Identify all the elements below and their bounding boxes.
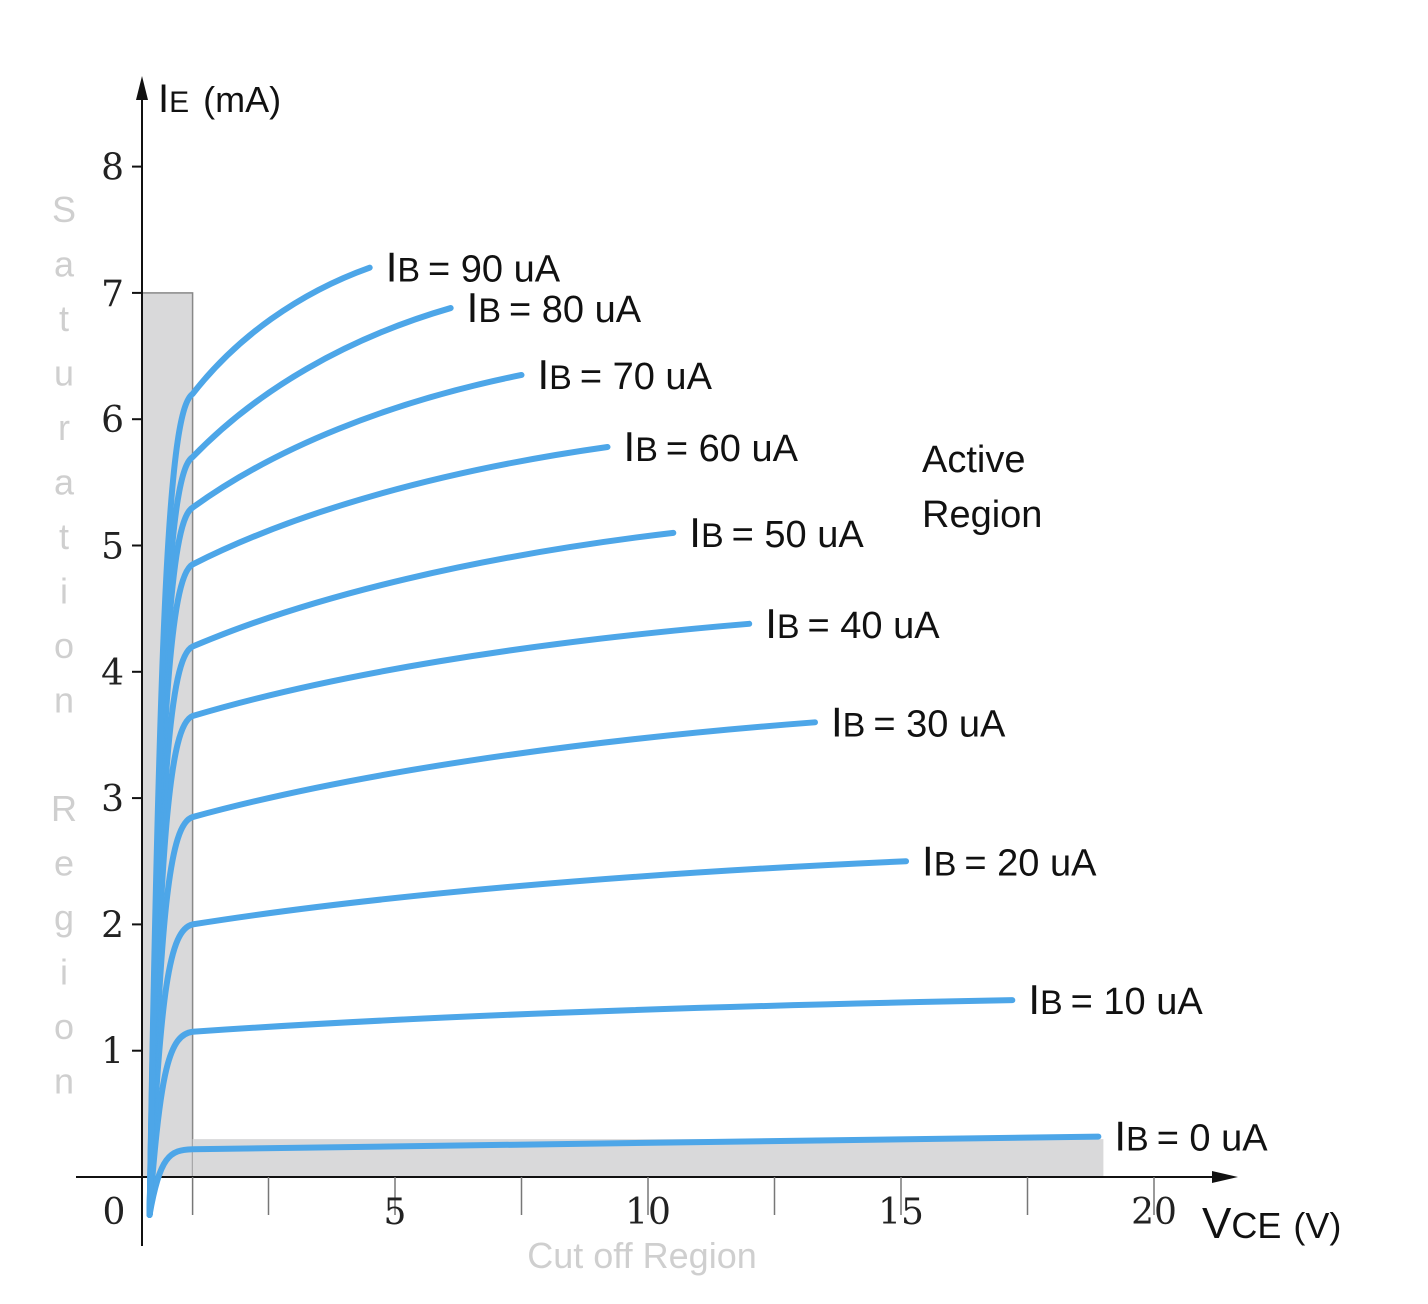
curve-series-5 bbox=[146, 529, 677, 1218]
saturation-label-char: o bbox=[54, 625, 74, 666]
x-tick-label: 20 bbox=[1131, 1192, 1177, 1233]
y-tick-label: 3 bbox=[101, 779, 124, 820]
active-region-label: Active Region bbox=[922, 439, 1042, 536]
x-tick-label: 5 bbox=[384, 1192, 407, 1233]
ticks-layer: 1 2 3 4 5 6 7 8 0 5 10 15 20 bbox=[101, 148, 1177, 1233]
series-label-8: IB = 80 uA bbox=[467, 284, 642, 331]
saturation-label-char: a bbox=[54, 462, 75, 503]
x-axis-label: VCE (V) bbox=[1202, 1199, 1341, 1248]
y-tick-label: 6 bbox=[101, 400, 124, 441]
axes-layer bbox=[76, 76, 1238, 1246]
curves-layer bbox=[146, 264, 1102, 1218]
saturation-label-char: n bbox=[54, 680, 74, 721]
series-label-6: IB = 60 uA bbox=[624, 423, 799, 470]
cutoff-region-label: Cut off Region bbox=[527, 1235, 756, 1276]
curve-series-7 bbox=[146, 371, 525, 1218]
curve-series-0 bbox=[146, 1133, 1102, 1218]
y-tick-label: 1 bbox=[101, 1032, 124, 1073]
series-label-1: IB = 10 uA bbox=[1028, 976, 1203, 1023]
saturation-label-char: a bbox=[54, 244, 75, 285]
saturation-label-char: i bbox=[60, 952, 68, 993]
saturation-label-char: R bbox=[51, 788, 77, 829]
saturation-label-char: u bbox=[54, 353, 74, 394]
x-axis-arrow-icon bbox=[1212, 1171, 1238, 1183]
saturation-label-char: g bbox=[54, 897, 74, 938]
x-tick-label: 0 bbox=[103, 1192, 126, 1233]
saturation-label-char: e bbox=[54, 843, 74, 884]
saturation-label-char: t bbox=[59, 298, 69, 339]
series-label-2: IB = 20 uA bbox=[922, 837, 1097, 884]
saturation-label-char: o bbox=[54, 1006, 74, 1047]
x-tick-label: 10 bbox=[625, 1192, 671, 1233]
saturation-label-char: n bbox=[54, 1061, 74, 1102]
curve-series-3 bbox=[146, 719, 818, 1218]
curve-series-1 bbox=[146, 997, 1016, 1218]
y-tick-label: 7 bbox=[101, 274, 124, 315]
saturation-label-char: t bbox=[59, 516, 69, 557]
y-tick-label: 5 bbox=[101, 527, 124, 568]
series-label-9: IB = 90 uA bbox=[386, 244, 561, 291]
labels-layer: IE (mA) VCE (V) Active Region Cut off Regi… bbox=[51, 77, 1341, 1276]
series-label-4: IB = 40 uA bbox=[765, 600, 940, 647]
y-tick-label: 2 bbox=[101, 905, 124, 946]
y-axis-label: IE (mA) bbox=[158, 77, 281, 121]
series-label-0: IB = 0 uA bbox=[1114, 1113, 1268, 1160]
curve-series-2 bbox=[146, 858, 910, 1218]
saturation-label-char: S bbox=[52, 189, 76, 230]
y-axis-arrow-icon bbox=[136, 76, 148, 100]
saturation-label-char: i bbox=[60, 571, 68, 612]
curve-series-6 bbox=[146, 443, 611, 1218]
y-tick-label: 8 bbox=[101, 148, 124, 189]
saturation-label-char: r bbox=[58, 407, 70, 448]
x-tick-label: 15 bbox=[878, 1192, 924, 1233]
y-tick-label: 4 bbox=[101, 653, 124, 694]
series-label-7: IB = 70 uA bbox=[538, 351, 713, 398]
series-label-3: IB = 30 uA bbox=[831, 698, 1006, 745]
curve-series-9 bbox=[146, 264, 373, 1218]
series-label-5: IB = 50 uA bbox=[689, 509, 864, 556]
